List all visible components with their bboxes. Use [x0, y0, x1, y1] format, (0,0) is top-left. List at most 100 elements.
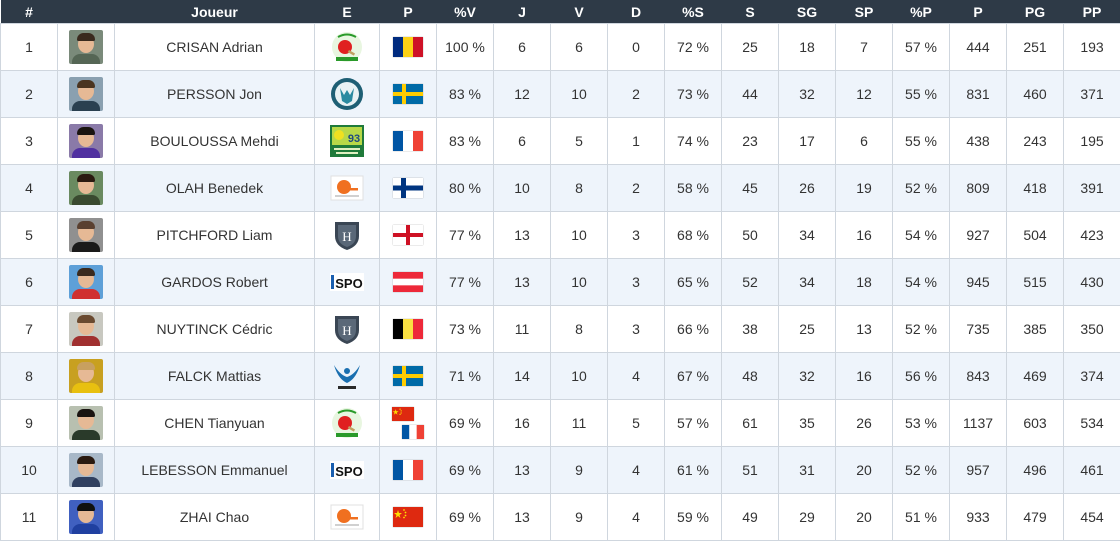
- sets-won-cell: 35: [779, 400, 836, 447]
- la-romagne-logo[interactable]: [330, 406, 364, 440]
- la-romagne-logo[interactable]: [330, 30, 364, 64]
- win-pct-cell: 69 %: [437, 447, 494, 494]
- col-header-set-pct[interactable]: %S: [665, 0, 722, 24]
- country-cell: [380, 494, 437, 541]
- points-cell: 1137: [950, 400, 1007, 447]
- club-cell: [315, 71, 380, 118]
- points-won-cell: 515: [1007, 259, 1064, 306]
- player-name-cell[interactable]: PITCHFORD Liam: [115, 212, 315, 259]
- win-pct-cell: 73 %: [437, 306, 494, 353]
- set-pct-cell: 58 %: [665, 165, 722, 212]
- col-header-losses[interactable]: D: [608, 0, 665, 24]
- col-header-points-lost[interactable]: PP: [1064, 0, 1120, 24]
- col-header-wins[interactable]: V: [551, 0, 608, 24]
- player-name-cell[interactable]: FALCK Mattias: [115, 353, 315, 400]
- player-name-cell[interactable]: LEBESSON Emmanuel: [115, 447, 315, 494]
- photo-cell: [58, 447, 115, 494]
- played-cell: 13: [494, 447, 551, 494]
- player-name-cell[interactable]: ZHAI Chao: [115, 494, 315, 541]
- losses-cell: 0: [608, 24, 665, 71]
- photo-cell: [58, 118, 115, 165]
- point-pct-cell: 52 %: [893, 306, 950, 353]
- country-cell: [380, 212, 437, 259]
- points-won-cell: 251: [1007, 24, 1064, 71]
- col-header-player[interactable]: Joueur: [115, 0, 315, 24]
- player-name-cell[interactable]: CRISAN Adrian: [115, 24, 315, 71]
- player-name-cell[interactable]: CHEN Tianyuan: [115, 400, 315, 447]
- sets-won-cell: 32: [779, 353, 836, 400]
- ispo-logo[interactable]: SPO: [330, 453, 364, 487]
- belgium-flag: [393, 319, 423, 339]
- wolf-logo[interactable]: [330, 77, 364, 111]
- losses-cell: 4: [608, 494, 665, 541]
- shield-logo[interactable]: H: [330, 312, 364, 346]
- set-pct-cell: 74 %: [665, 118, 722, 165]
- club-cell: [315, 400, 380, 447]
- col-header-points[interactable]: P: [950, 0, 1007, 24]
- win-pct-cell: 77 %: [437, 259, 494, 306]
- country-cell: [380, 71, 437, 118]
- wins-cell: 10: [551, 71, 608, 118]
- sets-lost-cell: 7: [836, 24, 893, 71]
- club-cell: [315, 494, 380, 541]
- col-header-rank[interactable]: #: [1, 0, 58, 24]
- sets-lost-cell: 6: [836, 118, 893, 165]
- point-pct-cell: 53 %: [893, 400, 950, 447]
- col-header-point-pct[interactable]: %P: [893, 0, 950, 24]
- wins-cell: 10: [551, 212, 608, 259]
- col-header-club[interactable]: E: [315, 0, 380, 24]
- col-header-win-pct[interactable]: %V: [437, 0, 494, 24]
- played-cell: 6: [494, 118, 551, 165]
- col-header-sets[interactable]: S: [722, 0, 779, 24]
- wins-cell: 8: [551, 306, 608, 353]
- avatar: [69, 312, 103, 346]
- player-name-cell[interactable]: GARDOS Robert: [115, 259, 315, 306]
- blue-bird-logo[interactable]: [330, 359, 364, 393]
- svg-text:SPO: SPO: [335, 464, 362, 479]
- col-header-played[interactable]: J: [494, 0, 551, 24]
- losses-cell: 3: [608, 212, 665, 259]
- player-name-cell[interactable]: PERSSON Jon: [115, 71, 315, 118]
- point-pct-cell: 55 %: [893, 118, 950, 165]
- ispo-logo[interactable]: SPO: [330, 265, 364, 299]
- player-name-cell[interactable]: OLAH Benedek: [115, 165, 315, 212]
- sweden-flag: [393, 84, 423, 104]
- col-header-sets-lost[interactable]: SP: [836, 0, 893, 24]
- point-pct-cell: 52 %: [893, 447, 950, 494]
- paddle-logo[interactable]: [330, 500, 364, 534]
- header-row: # Joueur E P %V J V D %S S SG SP %P P PG…: [1, 0, 1120, 24]
- rank-cell: 4: [1, 165, 58, 212]
- col-header-country[interactable]: P: [380, 0, 437, 24]
- points-lost-cell: 534: [1064, 400, 1120, 447]
- sets-won-cell: 34: [779, 259, 836, 306]
- rank-cell: 5: [1, 212, 58, 259]
- col-header-sets-won[interactable]: SG: [779, 0, 836, 24]
- player-name-cell[interactable]: BOULOUSSA Mehdi: [115, 118, 315, 165]
- played-cell: 6: [494, 24, 551, 71]
- avatar: [69, 500, 103, 534]
- avatar: [69, 265, 103, 299]
- saint-denis-93-logo[interactable]: 93: [330, 124, 364, 158]
- points-cell: 927: [950, 212, 1007, 259]
- col-header-points-won[interactable]: PG: [1007, 0, 1064, 24]
- points-cell: 843: [950, 353, 1007, 400]
- sets-cell: 38: [722, 306, 779, 353]
- shield-logo[interactable]: H: [330, 218, 364, 252]
- paddle-logo[interactable]: [330, 171, 364, 205]
- player-name-cell[interactable]: NUYTINCK Cédric: [115, 306, 315, 353]
- wins-cell: 6: [551, 24, 608, 71]
- points-lost-cell: 391: [1064, 165, 1120, 212]
- played-cell: 10: [494, 165, 551, 212]
